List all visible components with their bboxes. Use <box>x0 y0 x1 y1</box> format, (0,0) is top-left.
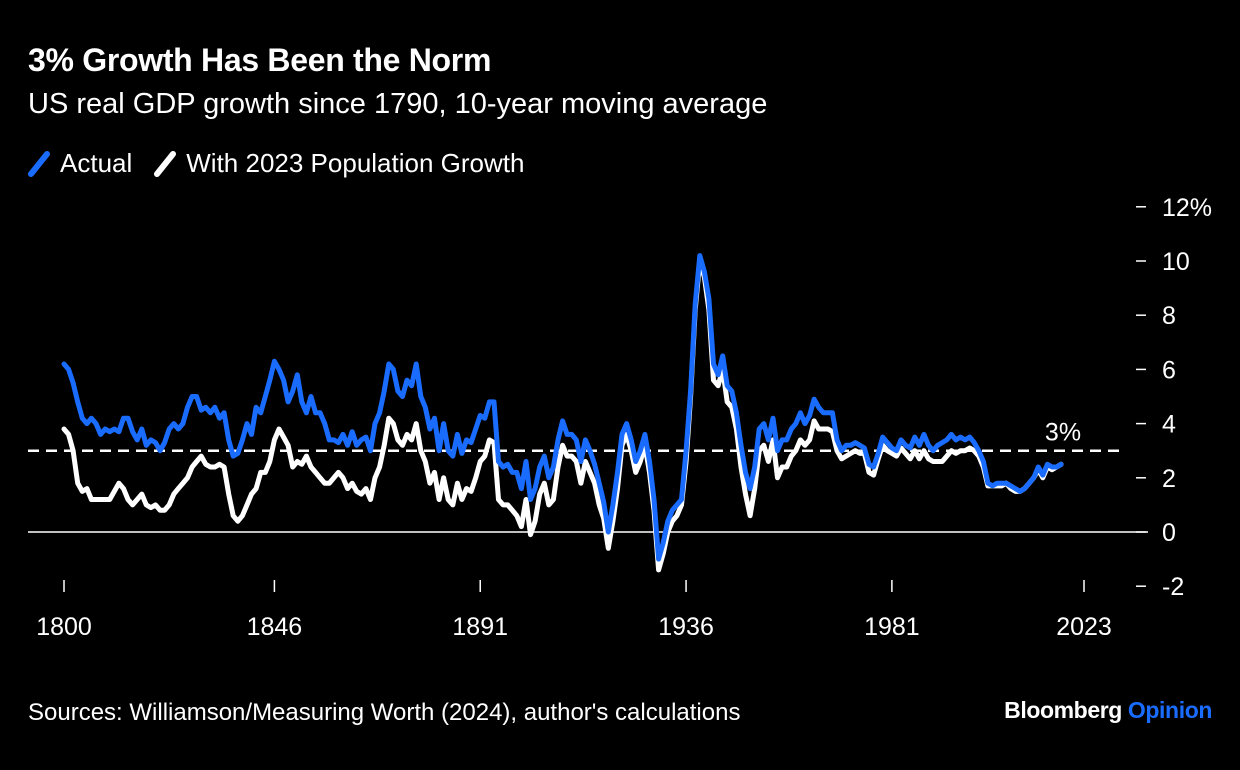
y-tick-label: 2 <box>1162 465 1176 493</box>
brand-accent: Opinion <box>1127 697 1212 723</box>
y-tick-label: 6 <box>1162 356 1176 384</box>
reference-line-label: 3% <box>1045 419 1081 447</box>
legend-actual-swatch <box>28 150 50 177</box>
chart-title: 3% Growth Has Been the Norm <box>28 42 492 78</box>
brand-main: Bloomberg <box>1004 697 1122 723</box>
x-tick-label: 1846 <box>247 613 303 641</box>
legend-item-actual: Actual <box>28 148 132 179</box>
legend: Actual With 2023 Population Growth <box>28 148 546 179</box>
legend-label-population: With 2023 Population Growth <box>186 148 525 178</box>
y-tick-label: 10 <box>1162 248 1190 276</box>
series-line-actual <box>61 253 1064 562</box>
x-tick-label: 1936 <box>658 613 714 641</box>
legend-population-swatch <box>154 150 177 177</box>
chart-subtitle: US real GDP growth since 1790, 10-year m… <box>28 88 768 120</box>
series-line-with-population <box>61 258 1064 573</box>
source-note: Sources: Williamson/Measuring Worth (202… <box>28 699 741 726</box>
x-tick-label: 1981 <box>864 613 920 641</box>
legend-label-actual: Actual <box>60 148 133 178</box>
x-tick-label: 1891 <box>452 613 508 641</box>
brand-logo: Bloomberg Opinion <box>1004 697 1212 724</box>
x-tick-label: 2023 <box>1056 613 1112 641</box>
y-tick-label: 12% <box>1162 194 1212 222</box>
y-tick-label: 0 <box>1162 519 1176 547</box>
slash-icon <box>154 150 177 177</box>
y-tick-label: 8 <box>1162 302 1176 330</box>
y-tick-label: -2 <box>1162 573 1184 601</box>
x-tick-label: 1800 <box>36 613 92 641</box>
slash-icon <box>28 150 50 177</box>
legend-item-population: With 2023 Population Growth <box>154 148 524 179</box>
y-tick-label: 4 <box>1162 411 1176 439</box>
